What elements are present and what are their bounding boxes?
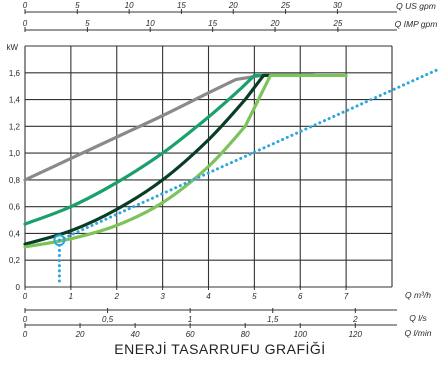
bottom-axis-tick-label: 0 <box>23 292 28 301</box>
bottom-axis-tick-label: 20 <box>75 330 85 339</box>
y-tick-label: 1,4 <box>9 96 21 105</box>
bottom-axis-tick-label: 6 <box>298 292 303 301</box>
top-axis-tick-label: 15 <box>177 1 186 10</box>
y-tick-label: 1,0 <box>9 149 21 158</box>
series-line-2 <box>23 73 316 246</box>
top-axis-tick-label: 20 <box>228 1 238 10</box>
y-tick-label: 1,6 <box>9 69 21 78</box>
top-axis-tick-label: 25 <box>332 19 342 28</box>
bottom-axis-tick-label: 2 <box>114 292 120 301</box>
y-tick-label: 0,6 <box>9 203 21 212</box>
bottom-axis-tick-label: 80 <box>241 330 250 339</box>
chart-title: ENERJİ TASARRUFU GRAFİĞİ <box>114 341 326 357</box>
bottom-axis-tick-label: 1 <box>188 315 192 324</box>
bottom-axis-tick-label: 60 <box>186 330 195 339</box>
bottom-axis-tick-label: 0 <box>23 330 28 339</box>
bottom-axis-unit: Q m³/h <box>405 290 431 300</box>
y-tick-label: 0 <box>16 283 21 292</box>
series-line-1 <box>23 73 316 226</box>
bottom-axis-tick-label: 5 <box>252 292 257 301</box>
y-tick-label: 1,2 <box>9 122 21 131</box>
bottom-axis-tick-label: 120 <box>349 330 363 339</box>
bottom-axis-tick-label: 40 <box>131 330 140 339</box>
bottom-axis-tick-label: 0,5 <box>102 315 114 324</box>
y-tick-label: 0,8 <box>9 176 21 185</box>
bottom-axis-tick-label: 7 <box>344 292 349 301</box>
series-line-3 <box>23 73 348 249</box>
bottom-axis-tick-label: 100 <box>294 330 308 339</box>
bottom-axis-unit: Q l/min <box>405 328 432 338</box>
y-axis-label: kW <box>6 43 18 52</box>
top-axis-tick-label: 30 <box>333 1 342 10</box>
top-axis-tick-label: 0 <box>23 1 28 10</box>
top-axis-tick-label: 0 <box>23 19 28 28</box>
bottom-axis-tick-label: 4 <box>206 292 211 301</box>
top-axis-unit: Q US gpm <box>396 1 436 11</box>
top-axis-tick-label: 20 <box>270 19 280 28</box>
top-axis-tick-label: 15 <box>208 19 217 28</box>
y-tick-label: 0,4 <box>9 229 21 238</box>
bottom-axis-tick-label: 3 <box>160 292 165 301</box>
bottom-axis-tick-label: 0 <box>23 315 28 324</box>
series-line-0 <box>23 73 316 182</box>
top-axis-tick-label: 5 <box>85 19 90 28</box>
series-line-dotted <box>57 67 440 242</box>
top-axis-tick-label: 10 <box>146 19 155 28</box>
top-axis-tick-label: 25 <box>280 1 290 10</box>
bottom-axis-tick-label: 1,5 <box>267 315 279 324</box>
y-tick-label: 0,2 <box>9 256 21 265</box>
bottom-axis-tick-label: 2 <box>352 315 358 324</box>
top-axis-unit: Q IMP gpm <box>395 19 438 29</box>
bottom-axis-tick-label: 1 <box>69 292 73 301</box>
bottom-axis-unit: Q l/s <box>409 313 427 323</box>
top-axis-tick-label: 5 <box>75 1 80 10</box>
top-axis-tick-label: 10 <box>125 1 134 10</box>
